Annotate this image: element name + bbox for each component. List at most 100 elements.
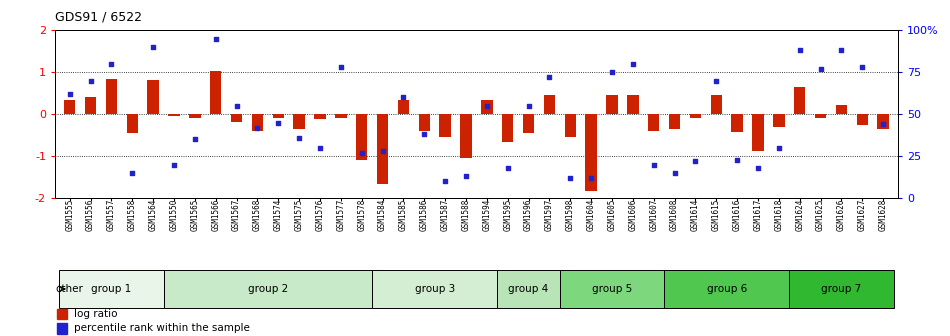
Bar (627, 95, 638, 114)
Bar (252, 114, 263, 131)
Text: GSM1565: GSM1565 (190, 198, 199, 230)
Point (313, 145, 328, 151)
Point (250, 125, 265, 130)
Point (459, 174, 474, 179)
Point (730, 157, 745, 162)
Text: GSM1595: GSM1595 (504, 198, 512, 230)
Text: GSM1617: GSM1617 (753, 198, 763, 230)
Point (688, 159, 703, 164)
Text: group 7: group 7 (822, 284, 862, 294)
Bar (126, 114, 138, 133)
Text: GSM1587: GSM1587 (441, 198, 449, 230)
Point (145, 44, 161, 50)
Point (583, 175, 598, 181)
Point (750, 165, 766, 171)
Bar (57, 323, 67, 334)
Bar (85, 97, 96, 114)
Text: GSM1574: GSM1574 (274, 198, 283, 230)
Text: GSM1615: GSM1615 (712, 198, 721, 230)
Text: GSM1576: GSM1576 (315, 198, 325, 230)
Bar (878, 114, 889, 129)
Point (396, 95, 411, 100)
Text: GSM1564: GSM1564 (148, 198, 158, 230)
Bar (502, 114, 513, 141)
Bar (794, 87, 806, 114)
Point (62, 91, 77, 97)
Text: GSM1558: GSM1558 (127, 198, 137, 230)
Bar (57, 309, 67, 319)
Text: GSM1588: GSM1588 (462, 198, 470, 230)
Text: group 6: group 6 (707, 284, 747, 294)
Text: GSM1567: GSM1567 (232, 198, 241, 230)
Bar (543, 95, 555, 114)
Text: GSM1627: GSM1627 (858, 198, 866, 230)
Bar (460, 114, 472, 158)
Text: GSM1566: GSM1566 (211, 198, 220, 230)
Bar (210, 72, 221, 114)
Bar (752, 114, 764, 151)
Bar (440, 114, 451, 137)
Point (562, 175, 578, 181)
Point (438, 179, 453, 184)
Text: group 5: group 5 (592, 284, 632, 294)
Text: group 2: group 2 (248, 284, 288, 294)
Bar (147, 80, 159, 114)
Bar (815, 114, 826, 118)
Bar (419, 114, 430, 131)
Point (104, 61, 119, 67)
Point (813, 66, 828, 72)
Bar (294, 114, 305, 129)
Bar (64, 99, 75, 114)
Point (479, 103, 494, 109)
Point (792, 48, 808, 53)
Text: GSM1597: GSM1597 (545, 198, 554, 230)
Bar (398, 99, 409, 114)
Text: GSM1606: GSM1606 (628, 198, 637, 230)
Point (604, 70, 619, 75)
Bar (669, 114, 680, 129)
Text: GSM1577: GSM1577 (336, 198, 346, 230)
Point (375, 149, 390, 154)
Text: GSM1598: GSM1598 (566, 198, 575, 230)
Point (187, 137, 202, 142)
Bar (189, 114, 200, 118)
Bar (648, 114, 659, 131)
Point (855, 65, 870, 70)
Text: other: other (55, 284, 84, 294)
Bar (564, 114, 576, 137)
Text: GSM1607: GSM1607 (649, 198, 658, 230)
Text: GSM1555: GSM1555 (66, 198, 74, 230)
Text: GSM1618: GSM1618 (774, 198, 784, 230)
Text: log ratio: log ratio (74, 309, 117, 319)
Bar (711, 95, 722, 114)
Bar (231, 114, 242, 122)
Text: GSM1614: GSM1614 (691, 198, 700, 230)
Text: GSM1594: GSM1594 (483, 198, 491, 230)
Bar (690, 114, 701, 119)
Bar (585, 114, 597, 191)
Text: GSM1626: GSM1626 (837, 198, 846, 230)
Point (500, 165, 515, 171)
Text: GSM1585: GSM1585 (399, 198, 408, 230)
Point (229, 103, 244, 109)
Point (834, 48, 849, 53)
Text: GSM1586: GSM1586 (420, 198, 428, 230)
Point (876, 122, 891, 127)
FancyBboxPatch shape (560, 269, 664, 308)
Point (542, 75, 557, 80)
Bar (836, 105, 847, 114)
Point (333, 65, 349, 70)
Text: GSM1568: GSM1568 (253, 198, 262, 230)
Bar (377, 114, 389, 183)
Text: GSM1596: GSM1596 (524, 198, 533, 230)
Point (208, 36, 223, 41)
Bar (773, 114, 785, 127)
Point (83, 78, 98, 83)
Bar (522, 114, 534, 133)
Bar (732, 114, 743, 132)
Bar (481, 99, 493, 114)
Bar (273, 114, 284, 118)
Text: group 3: group 3 (414, 284, 455, 294)
Point (667, 170, 682, 176)
Text: GSM1556: GSM1556 (86, 198, 95, 230)
